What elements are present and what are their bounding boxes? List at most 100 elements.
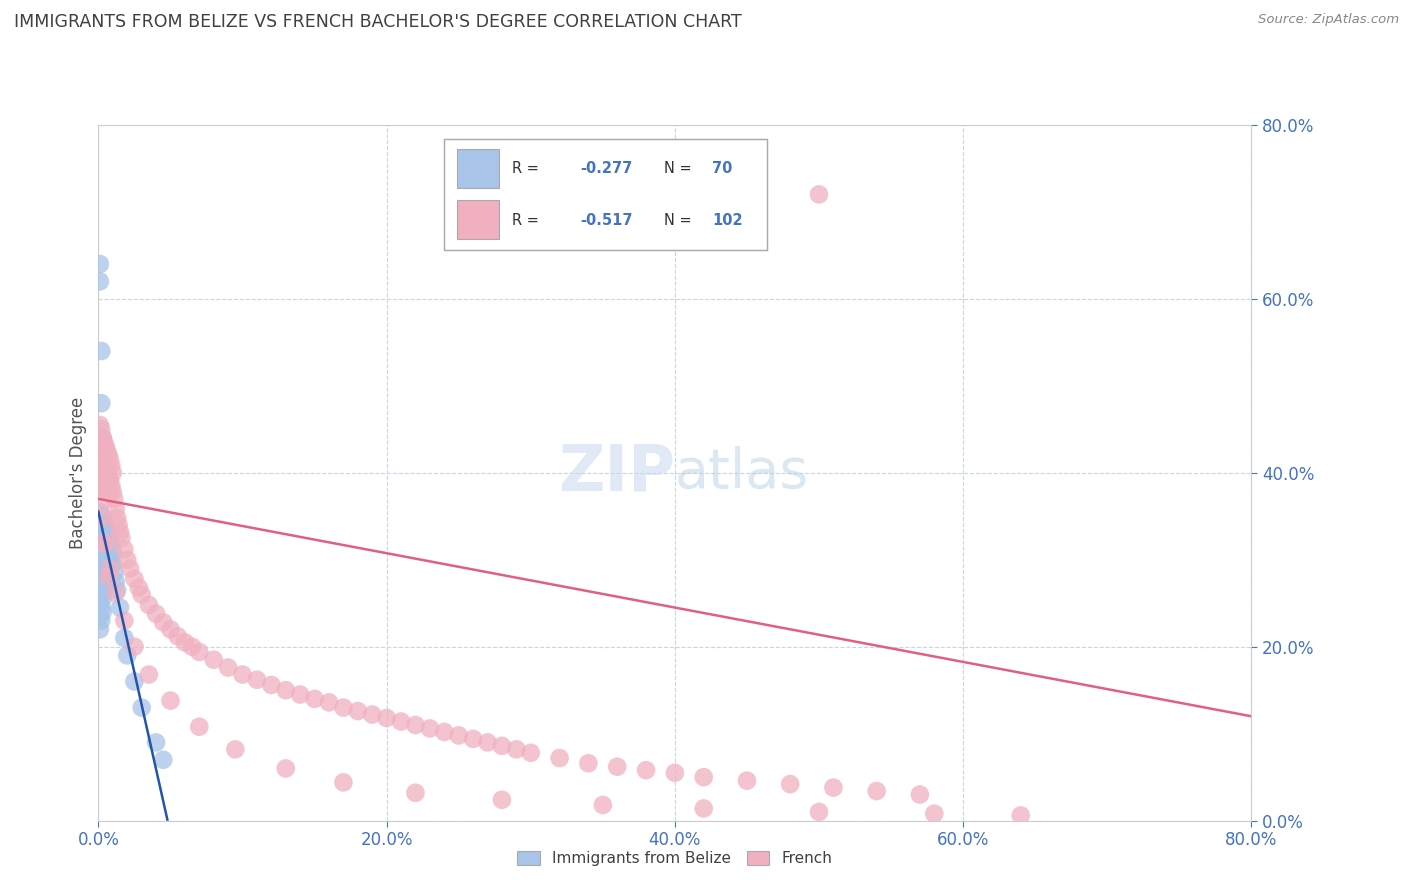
Point — [98, 561, 121, 575]
Point — [138, 667, 160, 681]
Point — [419, 722, 441, 736]
Point — [908, 788, 931, 802]
Point — [260, 678, 283, 692]
Point — [90, 600, 112, 615]
Point — [592, 797, 614, 812]
Point — [89, 457, 111, 471]
Point — [89, 557, 111, 571]
Point — [101, 484, 124, 499]
Point — [246, 673, 269, 687]
Point — [91, 526, 114, 541]
Point — [94, 574, 117, 589]
Point — [461, 731, 484, 746]
Point — [91, 605, 114, 619]
Point — [491, 793, 513, 807]
Point — [112, 614, 135, 628]
Point — [606, 760, 628, 774]
Point — [693, 770, 716, 784]
Point — [578, 756, 600, 771]
Point — [202, 653, 225, 667]
Point — [91, 566, 114, 580]
Point — [89, 583, 111, 598]
Point — [98, 561, 121, 575]
Point — [807, 187, 830, 202]
Y-axis label: Bachelor's Degree: Bachelor's Degree — [69, 397, 87, 549]
Point — [159, 623, 181, 637]
Point — [89, 517, 111, 532]
Point — [138, 598, 160, 612]
Point — [96, 444, 118, 458]
Point — [548, 751, 571, 765]
Point — [664, 765, 686, 780]
Point — [93, 557, 115, 571]
Point — [91, 448, 114, 462]
Point — [90, 343, 112, 358]
Point — [96, 526, 118, 541]
Point — [94, 535, 117, 549]
Point — [103, 566, 125, 580]
Point — [94, 549, 117, 563]
Point — [98, 452, 121, 467]
Point — [96, 566, 118, 580]
Point — [90, 522, 112, 536]
Point — [477, 735, 499, 749]
Point — [96, 484, 118, 499]
Point — [98, 549, 121, 563]
Point — [93, 457, 115, 471]
Point — [124, 640, 146, 654]
Point — [97, 570, 120, 584]
Point — [332, 775, 354, 789]
Point — [90, 561, 112, 575]
Point — [96, 466, 118, 480]
Point — [152, 753, 174, 767]
Point — [90, 614, 112, 628]
Point — [101, 544, 124, 558]
Point — [145, 607, 167, 621]
Point — [112, 631, 135, 645]
Point — [152, 615, 174, 630]
Point — [346, 704, 368, 718]
Point — [117, 648, 138, 663]
Point — [89, 440, 111, 454]
Point — [94, 522, 117, 536]
Text: ZIP: ZIP — [558, 442, 675, 504]
Point — [108, 524, 131, 539]
Point — [97, 544, 120, 558]
Point — [188, 645, 211, 659]
Point — [274, 761, 297, 775]
Point — [304, 692, 326, 706]
Point — [100, 479, 122, 493]
Point — [128, 581, 150, 595]
Point — [693, 801, 716, 815]
Point — [101, 557, 124, 571]
Point — [89, 531, 111, 545]
Point — [93, 570, 115, 584]
Point — [110, 531, 132, 545]
Point — [91, 431, 114, 445]
Point — [96, 552, 118, 567]
Point — [491, 739, 513, 753]
Point — [97, 557, 120, 571]
Point — [332, 700, 354, 714]
Point — [91, 452, 114, 467]
Point — [274, 683, 297, 698]
Point — [89, 570, 111, 584]
Point — [405, 718, 427, 732]
Point — [866, 784, 889, 798]
Point — [807, 805, 830, 819]
Point — [91, 475, 114, 489]
Point — [124, 674, 146, 689]
Point — [90, 587, 112, 601]
Point — [318, 695, 340, 709]
Point — [97, 531, 120, 545]
Point — [100, 552, 122, 567]
Point — [91, 552, 114, 567]
Point — [91, 431, 114, 445]
Point — [94, 482, 117, 496]
Point — [100, 540, 122, 554]
Point — [97, 448, 120, 462]
Point — [120, 561, 142, 575]
Point — [101, 466, 124, 480]
Point — [89, 257, 111, 271]
Point — [174, 635, 197, 649]
